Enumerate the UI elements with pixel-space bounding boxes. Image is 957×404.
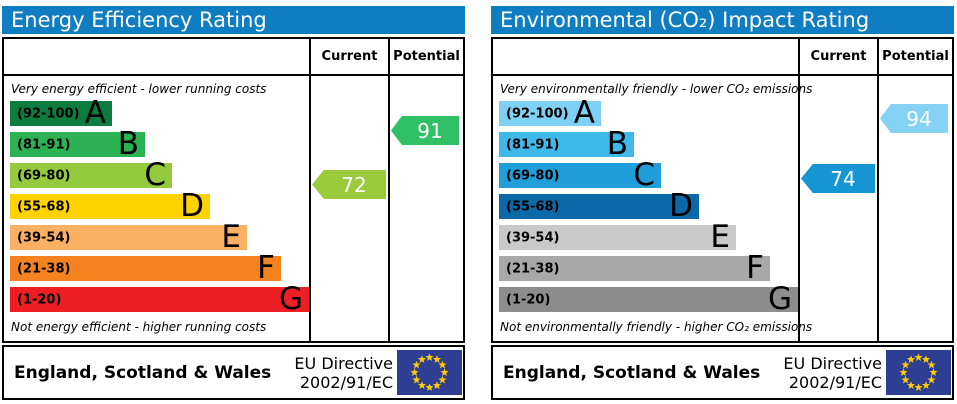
band-letter: E bbox=[710, 218, 730, 255]
band-range: (92-100) bbox=[506, 106, 569, 121]
band-range: (81-91) bbox=[17, 137, 71, 152]
eu-directive-line1: EU Directive bbox=[294, 353, 393, 373]
rating-table: Current Potential Very environmentally f… bbox=[491, 37, 954, 343]
top-caption: Very environmentally friendly - lower CO… bbox=[500, 82, 813, 96]
band-range: (92-100) bbox=[17, 106, 80, 121]
column-header-potential: Potential bbox=[882, 49, 949, 64]
column-header-current: Current bbox=[321, 49, 378, 64]
band-d: (55-68) D bbox=[10, 190, 210, 221]
band-range: (1-20) bbox=[17, 292, 62, 307]
band-g: (1-20) G bbox=[499, 283, 798, 314]
column-header-current: Current bbox=[810, 49, 867, 64]
band-letter: D bbox=[180, 187, 204, 224]
band-letter: B bbox=[606, 125, 628, 162]
band-g: (1-20) G bbox=[10, 283, 309, 314]
band-letter: B bbox=[117, 125, 139, 162]
band-b: (81-91) B bbox=[10, 128, 145, 159]
band-letter: G bbox=[767, 280, 792, 317]
band-letter: F bbox=[257, 249, 275, 286]
band-letter: C bbox=[633, 156, 655, 193]
band-range: (21-38) bbox=[506, 261, 560, 276]
band-d: (55-68) D bbox=[499, 190, 699, 221]
header-row-divider bbox=[493, 74, 952, 76]
eu-directive-label: EU Directive 2002/91/EC bbox=[783, 354, 882, 392]
band-c: (69-80) C bbox=[499, 159, 661, 190]
column-divider bbox=[798, 39, 800, 341]
potential-rating-arrow: 91 bbox=[391, 116, 459, 145]
eu-flag-icon bbox=[886, 350, 951, 395]
band-range: (39-54) bbox=[506, 230, 560, 245]
panel-title: Environmental (CO₂) Impact Rating bbox=[491, 6, 954, 34]
panel-title: Energy Efficiency Rating bbox=[2, 6, 465, 34]
band-e: (39-54) E bbox=[10, 221, 247, 252]
region-label: England, Scotland & Wales bbox=[503, 362, 761, 383]
potential-rating-arrow: 94 bbox=[880, 104, 948, 133]
band-range: (55-68) bbox=[506, 199, 560, 214]
potential-rating-value: 94 bbox=[906, 106, 932, 131]
band-range: (55-68) bbox=[17, 199, 71, 214]
band-range: (81-91) bbox=[506, 137, 560, 152]
band-range: (69-80) bbox=[506, 168, 560, 183]
eu-directive-label: EU Directive 2002/91/EC bbox=[294, 354, 393, 392]
column-divider bbox=[388, 39, 390, 341]
band-letter: E bbox=[221, 218, 241, 255]
eu-flag-icon bbox=[397, 350, 462, 395]
current-rating-arrow: 74 bbox=[801, 164, 875, 193]
column-divider bbox=[309, 39, 311, 341]
band-range: (1-20) bbox=[506, 292, 551, 307]
co2-impact-panel: Environmental (CO₂) Impact Rating Curren… bbox=[491, 0, 954, 404]
footer: England, Scotland & Wales EU Directive 2… bbox=[2, 345, 465, 400]
band-letter: F bbox=[746, 249, 764, 286]
eu-directive-line1: EU Directive bbox=[783, 353, 882, 373]
header-row-divider bbox=[4, 74, 463, 76]
eu-directive-line2: 2002/91/EC bbox=[299, 372, 393, 392]
column-header-potential: Potential bbox=[393, 49, 460, 64]
energy-efficiency-panel: Energy Efficiency Rating Current Potenti… bbox=[2, 0, 465, 404]
band-range: (21-38) bbox=[17, 261, 71, 276]
footer: England, Scotland & Wales EU Directive 2… bbox=[491, 345, 954, 400]
potential-rating-value: 91 bbox=[417, 118, 443, 143]
band-c: (69-80) C bbox=[10, 159, 172, 190]
band-letter: C bbox=[144, 156, 166, 193]
current-rating-arrow: 72 bbox=[312, 170, 386, 199]
bottom-caption: Not environmentally friendly - higher CO… bbox=[500, 320, 813, 334]
band-range: (39-54) bbox=[17, 230, 71, 245]
bottom-caption: Not energy efficient - higher running co… bbox=[11, 320, 267, 334]
band-b: (81-91) B bbox=[499, 128, 634, 159]
band-a: (92-100) A bbox=[499, 97, 601, 128]
band-letter: A bbox=[573, 94, 595, 131]
current-rating-value: 74 bbox=[830, 166, 856, 191]
band-letter: D bbox=[669, 187, 693, 224]
band-letter: G bbox=[278, 280, 303, 317]
eu-directive-line2: 2002/91/EC bbox=[788, 372, 882, 392]
band-e: (39-54) E bbox=[499, 221, 736, 252]
band-range: (69-80) bbox=[17, 168, 71, 183]
current-rating-value: 72 bbox=[341, 172, 367, 197]
band-f: (21-38) F bbox=[499, 252, 770, 283]
column-divider bbox=[877, 39, 879, 341]
rating-table: Current Potential Very energy efficient … bbox=[2, 37, 465, 343]
region-label: England, Scotland & Wales bbox=[14, 362, 272, 383]
band-f: (21-38) F bbox=[10, 252, 281, 283]
band-a: (92-100) A bbox=[10, 97, 112, 128]
band-letter: A bbox=[84, 94, 106, 131]
top-caption: Very energy efficient - lower running co… bbox=[11, 82, 267, 96]
